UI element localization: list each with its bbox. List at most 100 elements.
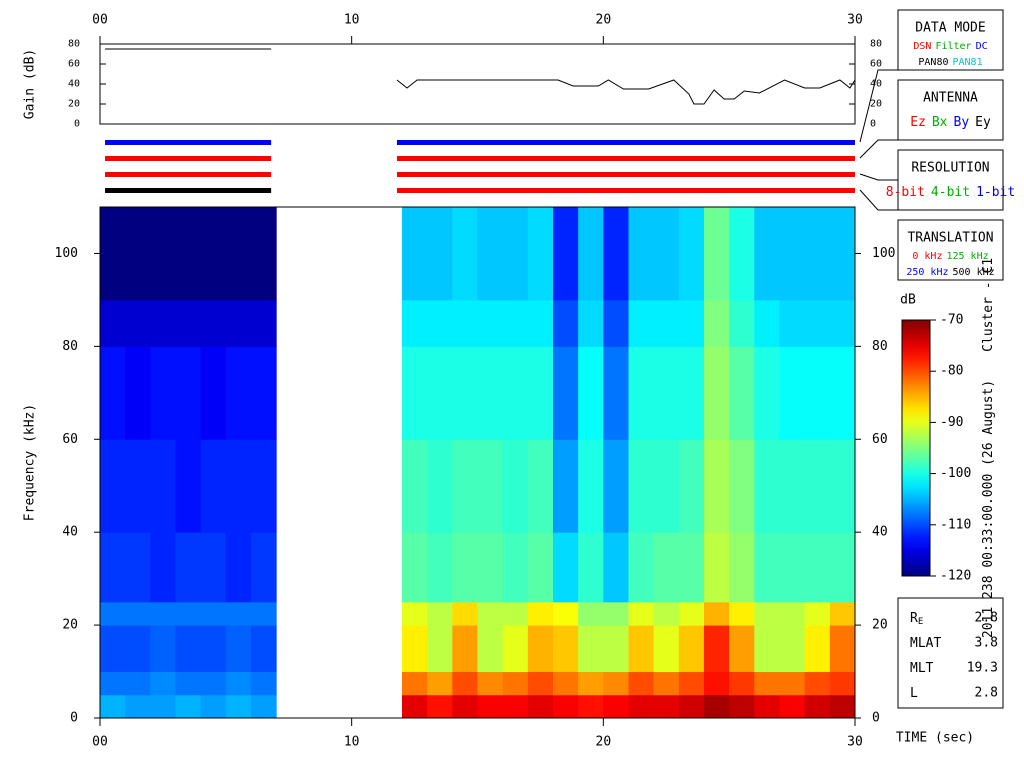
heatmap-cell <box>175 299 202 347</box>
heatmap-cell <box>729 694 755 719</box>
heatmap-cell <box>527 601 554 626</box>
legend-item: PAN80 <box>918 57 948 68</box>
heatmap-cell <box>502 671 529 696</box>
legend-item: DC <box>976 41 988 52</box>
heatmap-cell <box>678 207 705 301</box>
heatmap-cell <box>678 625 705 673</box>
heatmap-cell <box>779 694 806 719</box>
heatmap-cell <box>150 601 176 626</box>
heatmap-cell <box>754 299 780 347</box>
y-tick-label: 80 <box>872 339 888 354</box>
heatmap-cell <box>829 346 856 440</box>
heatmap-cell <box>502 346 529 440</box>
heatmap-cell <box>150 532 176 603</box>
heatmap-cell <box>225 532 252 603</box>
y-tick-label: 80 <box>68 39 80 50</box>
heatmap-cell <box>251 694 277 719</box>
heatmap-cell <box>125 439 151 533</box>
heatmap-cell <box>653 671 680 696</box>
heatmap-cell <box>150 207 176 301</box>
legend-line: 250 kHz 500 kHz <box>906 267 994 278</box>
panel-frame <box>99 43 856 125</box>
heatmap-cell <box>427 532 453 603</box>
info-label-text: MLT <box>910 661 934 676</box>
heatmap-cell <box>704 625 730 673</box>
heatmap-cell <box>225 299 252 347</box>
legend-item: Ey <box>975 115 991 130</box>
info-label: MLAT <box>910 636 941 651</box>
heatmap-cell <box>100 439 126 533</box>
pointer <box>859 173 898 181</box>
legend-line: Ez Bx By Ey <box>910 115 991 130</box>
y-tick-label: 40 <box>872 525 888 540</box>
heatmap-cell <box>200 671 227 696</box>
heatmap-cell <box>477 299 504 347</box>
heatmap-cell <box>754 601 780 626</box>
heatmap-cell <box>704 671 730 696</box>
heatmap-cell <box>729 625 755 673</box>
heatmap-cell <box>100 625 126 673</box>
heatmap-cell <box>628 601 655 626</box>
heatmap-cell <box>678 299 705 347</box>
heatmap-cell <box>754 625 780 673</box>
colorbar-tick-label: -120 <box>940 569 971 584</box>
heatmap-cell <box>402 625 428 673</box>
colorbar-tick-label: -100 <box>940 466 971 481</box>
status-bar <box>105 156 272 161</box>
heatmap-cell <box>452 346 478 440</box>
info-label: L <box>910 686 918 701</box>
heatmap-cell <box>754 671 780 696</box>
heatmap-cell <box>175 439 202 533</box>
y-tick-label: 20 <box>870 99 882 110</box>
legend-box <box>897 79 1004 141</box>
heatmap-cell <box>150 671 176 696</box>
y-tick-label: 0 <box>870 119 876 130</box>
legend-title: ANTENNA <box>923 91 978 106</box>
heatmap-cell <box>402 694 428 719</box>
heatmap-cell <box>729 439 755 533</box>
heatmap-cell <box>502 601 529 626</box>
panel-frame <box>99 206 856 719</box>
heatmap-cell <box>150 299 176 347</box>
heatmap-cell <box>603 207 629 301</box>
y-tick-label: 80 <box>870 39 882 50</box>
heatmap-cell <box>704 207 730 301</box>
heatmap-cell <box>427 207 453 301</box>
heatmap-cell <box>527 207 554 301</box>
side-label: 2011 238 00:33:00.000 (26 August) Cluster… <box>981 258 996 638</box>
heatmap-cell <box>754 439 780 533</box>
heatmap-cell <box>578 694 604 719</box>
heatmap-cell <box>779 207 806 301</box>
heatmap-cell <box>150 439 176 533</box>
pointer <box>859 189 898 211</box>
heatmap-cell <box>225 625 252 673</box>
heatmap-cell <box>100 601 126 626</box>
heatmap-cell <box>125 601 151 626</box>
heatmap-cell <box>578 601 604 626</box>
legend-item: Bx <box>932 115 948 130</box>
heatmap-cell <box>754 694 780 719</box>
heatmap-cell <box>678 346 705 440</box>
heatmap-cell <box>251 532 277 603</box>
heatmap-cell <box>225 346 252 440</box>
status-bar <box>105 140 272 145</box>
y-axis-label: Gain (dB) <box>23 49 38 119</box>
heatmap-cell <box>804 299 831 347</box>
heatmap-cell <box>628 671 655 696</box>
y-tick-label: 20 <box>68 99 80 110</box>
heatmap-cell <box>829 694 856 719</box>
status-bar <box>105 188 272 193</box>
heatmap-cell <box>251 671 277 696</box>
heatmap-cell <box>754 207 780 301</box>
info-label: MLT <box>910 661 934 676</box>
heatmap-cell <box>578 625 604 673</box>
heatmap-cell <box>603 671 629 696</box>
legend-line: PAN80 PAN81 <box>918 57 982 68</box>
heatmap-cell <box>402 207 428 301</box>
heatmap-cell <box>150 346 176 440</box>
heatmap-cell <box>804 601 831 626</box>
heatmap-cell <box>200 346 227 440</box>
heatmap-cell <box>653 601 680 626</box>
heatmap-cell <box>200 439 227 533</box>
